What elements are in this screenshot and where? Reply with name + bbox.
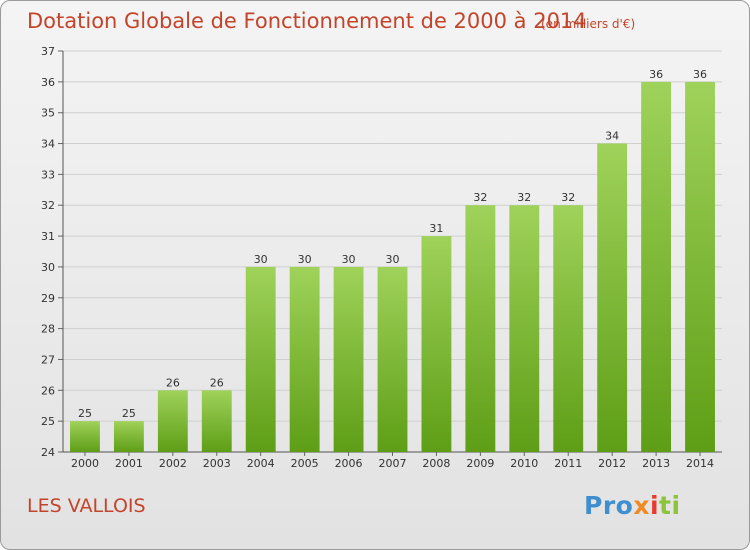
y-tick-label: 24 — [41, 446, 55, 459]
x-tick-label: 2008 — [422, 457, 450, 470]
x-tick-label: 2011 — [554, 457, 582, 470]
bar — [201, 390, 232, 452]
x-tick-label: 2013 — [642, 457, 670, 470]
y-tick-label: 31 — [41, 230, 55, 243]
bar-value-label: 26 — [210, 376, 224, 389]
y-tick-label: 27 — [41, 353, 55, 366]
bar — [157, 390, 188, 452]
bar-value-label: 25 — [122, 407, 136, 420]
logo-part: i — [649, 491, 660, 520]
bar — [421, 236, 452, 452]
x-tick-label: 2001 — [115, 457, 143, 470]
bar — [641, 81, 672, 452]
bar — [289, 266, 320, 452]
labels: 24 25 26 27 28 29 30 31 32 33 34 35 36 37 25 2000 25 2001… — [41, 45, 714, 470]
commune-name: LES VALLOIS — [27, 495, 146, 517]
chart-subtitle: (en milliers d'€) — [541, 17, 636, 31]
x-tick-label: 2012 — [598, 457, 626, 470]
logo-part: x — [633, 491, 650, 520]
bar — [377, 266, 408, 452]
y-tick-label: 33 — [41, 168, 55, 181]
x-tick-label: 2005 — [291, 457, 319, 470]
bar — [333, 266, 364, 452]
x-tick-label: 2002 — [159, 457, 187, 470]
logo-part: Pro — [584, 491, 634, 520]
bar — [113, 421, 144, 452]
x-tick-label: 2009 — [466, 457, 494, 470]
y-tick-label: 35 — [41, 107, 55, 120]
y-tick-label: 36 — [41, 76, 55, 89]
x-tick-label: 2003 — [203, 457, 231, 470]
y-tick-label: 30 — [41, 261, 55, 274]
y-tick-label: 34 — [41, 138, 55, 151]
bar-value-label: 31 — [429, 222, 443, 235]
bar — [509, 205, 540, 452]
bars — [70, 81, 715, 453]
y-tick-label: 28 — [41, 323, 55, 336]
bar — [465, 205, 496, 452]
bar-value-label: 30 — [298, 253, 312, 266]
bar-value-label: 34 — [605, 130, 619, 143]
bar-value-label: 26 — [166, 376, 180, 389]
proxiti-logo: Proxiti — [584, 491, 681, 520]
x-tick-label: 2000 — [71, 457, 99, 470]
bar — [685, 81, 715, 452]
bar-value-label: 36 — [649, 68, 663, 81]
bar — [245, 266, 276, 452]
x-tick-label: 2010 — [510, 457, 538, 470]
x-tick-label: 2007 — [379, 457, 407, 470]
y-tick-label: 32 — [41, 199, 55, 212]
x-tick-label: 2006 — [335, 457, 363, 470]
y-tick-label: 37 — [41, 45, 55, 58]
y-tick-label: 29 — [41, 292, 55, 305]
bar-value-label: 32 — [473, 191, 487, 204]
chart-title: Dotation Globale de Fonctionnement de 20… — [27, 9, 587, 33]
bar — [597, 143, 628, 453]
bar-value-label: 25 — [78, 407, 92, 420]
x-tick-label: 2014 — [686, 457, 714, 470]
logo-part: ti — [659, 491, 681, 520]
bar-value-label: 36 — [693, 68, 707, 81]
bar-value-label: 32 — [561, 191, 575, 204]
x-tick-label: 2004 — [247, 457, 275, 470]
bar-value-label: 32 — [517, 191, 531, 204]
bar-value-label: 30 — [254, 253, 268, 266]
bar-value-label: 30 — [386, 253, 400, 266]
y-tick-label: 25 — [41, 415, 55, 428]
bar — [70, 421, 100, 452]
bar-value-label: 30 — [342, 253, 356, 266]
bar — [553, 205, 584, 452]
y-tick-label: 26 — [41, 384, 55, 397]
